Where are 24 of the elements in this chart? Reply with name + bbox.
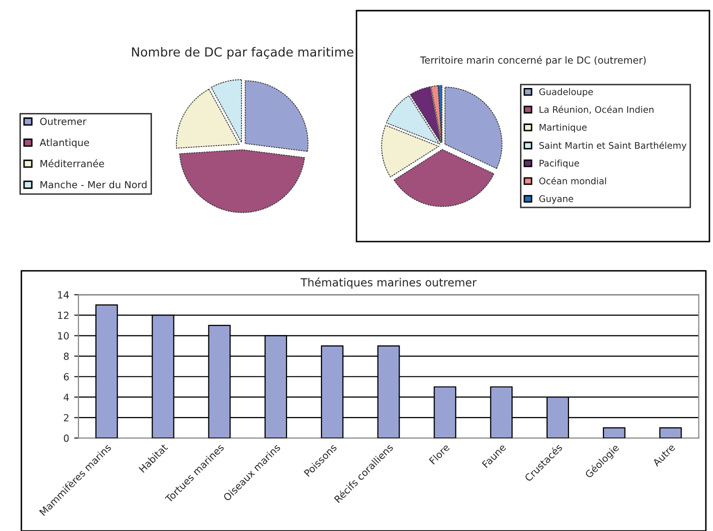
legend-label: Guyane [539,195,574,204]
text: Territoire marin concerné par le DC (outremer) [420,56,646,66]
legend-label: Outremer [40,118,86,126]
legend-label: Pacifique [540,160,580,168]
legend-label: Martinique [540,124,587,132]
y-tick-label: 8 [64,352,69,360]
legend-label: Manche - Mer du Nord [40,180,147,188]
bar [602,427,626,438]
y-tick-label: 14 [58,291,69,298]
legend-label: Saint Martin et Saint Barthélemy [539,141,686,151]
legend-label: La Réunion, Océan Indien [540,106,654,114]
chart-title: Thématiques marines outremer [300,277,477,289]
y-tick-label: 6 [64,373,69,380]
chart-title: Nombre de DC par façade maritime [132,46,354,60]
y-tick-label: 12 [58,312,68,319]
y-tick-label: 2 [64,414,68,422]
legend-label: Méditerranée [40,159,104,168]
legend-label: Océan mondial [539,177,606,184]
y-tick-label: 10 [58,332,69,340]
legend-label: Guadeloupe [539,88,593,97]
y-tick-label: 0 [64,434,69,442]
legend-label: Atlantique [40,138,90,148]
y-tick-label: 4 [64,394,69,401]
bar [659,427,682,438]
